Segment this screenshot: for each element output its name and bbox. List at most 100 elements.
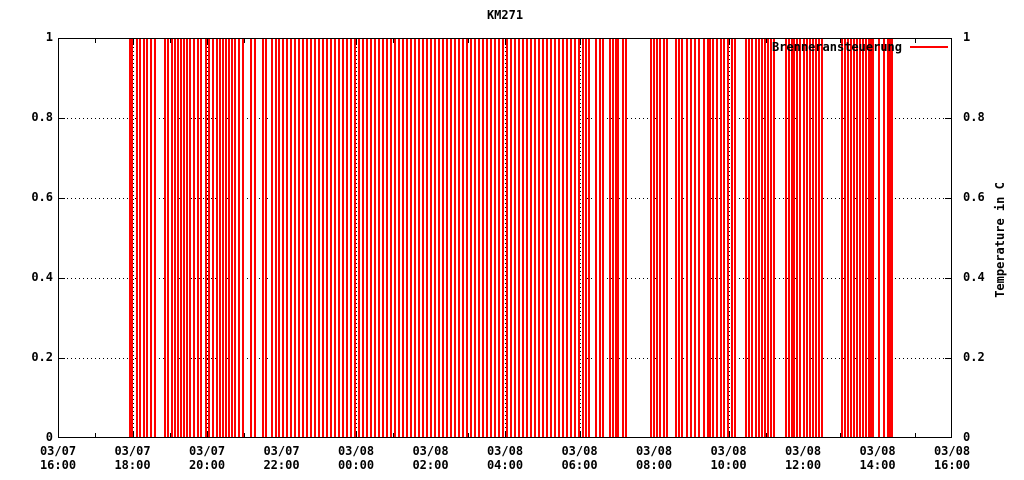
x-tick-label: 03/08 12:00 <box>771 444 835 472</box>
impulse-line <box>806 39 809 437</box>
x-tick-label: 03/08 04:00 <box>473 444 537 472</box>
x-tick-time: 16:00 <box>39 458 77 472</box>
y-tick-mark <box>945 358 951 359</box>
x-tick-mark <box>207 431 208 437</box>
impulse-line <box>270 39 273 437</box>
x-tick-date: 03/08 <box>710 444 747 458</box>
impulse-line <box>192 39 195 437</box>
impulse-line <box>373 39 376 437</box>
x-tick-mark <box>765 433 767 437</box>
impulse-line <box>795 39 798 437</box>
impulse-line <box>677 39 680 437</box>
impulse-line <box>136 39 138 437</box>
impulse-line <box>763 39 766 437</box>
impulse-line <box>294 39 297 437</box>
impulse-line <box>622 39 624 437</box>
impulse-line <box>286 39 288 437</box>
impulse-line <box>197 39 200 437</box>
x-tick-date: 03/08 <box>859 444 896 458</box>
y-tick-label-right: 0.2 <box>963 350 985 364</box>
impulse-line <box>425 39 428 437</box>
x-tick-mark <box>579 431 581 437</box>
impulse-line <box>274 39 277 437</box>
x-tick-mark <box>505 39 506 45</box>
impulse-line <box>301 39 304 437</box>
x-gridline <box>132 39 134 437</box>
impulse-line <box>216 39 218 437</box>
y-tick-mark <box>945 278 951 279</box>
impulse-line <box>185 39 188 437</box>
impulse-line <box>656 39 658 437</box>
impulse-line <box>289 39 292 437</box>
impulse-line <box>871 39 874 437</box>
impulse-line <box>398 39 401 437</box>
x-tick-time: 20:00 <box>188 458 226 472</box>
impulse-line <box>799 39 801 437</box>
x-tick-mark <box>467 433 469 437</box>
x-tick-date: 03/08 <box>337 444 375 458</box>
x-tick-date: 03/08 <box>784 444 822 458</box>
impulse-line <box>208 39 210 437</box>
impulse-line <box>787 39 790 437</box>
impulse-line <box>624 39 627 437</box>
impulse-line <box>430 39 433 437</box>
impulse-line <box>754 39 757 437</box>
impulse-line <box>385 39 388 437</box>
impulse-line <box>890 39 893 437</box>
impulse-line <box>329 39 332 437</box>
impulse-line <box>410 39 412 437</box>
impulse-line <box>730 39 733 437</box>
impulse-line <box>534 39 537 437</box>
impulse-line <box>862 39 864 437</box>
x-gridline <box>728 39 730 437</box>
y-tick-label-right: 0.8 <box>963 110 985 124</box>
impulse-line <box>449 39 452 437</box>
impulse-line <box>454 39 456 437</box>
impulse-line <box>462 39 464 437</box>
impulse-line <box>877 39 880 437</box>
impulse-line <box>370 39 372 437</box>
impulse-line <box>697 39 700 437</box>
x-tick-mark <box>393 39 395 43</box>
impulse-line <box>145 39 148 437</box>
impulse-line <box>594 39 597 437</box>
x-tick-mark <box>169 39 171 43</box>
x-tick-time: 22:00 <box>263 458 300 472</box>
x-tick-mark <box>765 39 767 43</box>
impulse-line <box>434 39 436 437</box>
x-tick-label: 03/08 10:00 <box>697 444 761 472</box>
impulse-line <box>378 39 380 437</box>
impulse-line <box>711 39 714 437</box>
x-tick-mark <box>393 433 395 437</box>
impulse-line <box>353 39 356 437</box>
y-tick-label-right: 0 <box>963 430 971 444</box>
x-tick-date: 03/07 <box>114 444 151 458</box>
impulse-line <box>442 39 444 437</box>
impulse-line <box>767 39 770 437</box>
impulse-line <box>128 39 131 437</box>
impulse-line <box>321 39 324 437</box>
x-tick-time: 06:00 <box>561 458 598 472</box>
impulse-line <box>402 39 404 437</box>
impulse-line <box>760 39 763 437</box>
impulse-line <box>558 39 560 437</box>
impulse-line <box>707 39 709 437</box>
x-tick-date: 03/07 <box>39 444 77 458</box>
x-tick-time: 16:00 <box>933 458 971 472</box>
impulse-line <box>218 39 221 437</box>
impulse-line <box>720 39 722 437</box>
x-tick-time: 02:00 <box>412 458 449 472</box>
impulse-line <box>211 39 214 437</box>
x-tick-label: 03/08 02:00 <box>399 444 463 472</box>
impulse-line <box>509 39 512 437</box>
x-tick-label: 03/07 18:00 <box>101 444 165 472</box>
impulse-line <box>150 39 152 437</box>
impulse-line <box>750 39 753 437</box>
impulse-line <box>689 39 692 437</box>
y-tick-mark <box>59 358 65 359</box>
impulse-line <box>298 39 300 437</box>
impulse-line <box>445 39 448 437</box>
x-tick-date: 03/08 <box>412 444 449 458</box>
impulse-line <box>222 39 224 437</box>
